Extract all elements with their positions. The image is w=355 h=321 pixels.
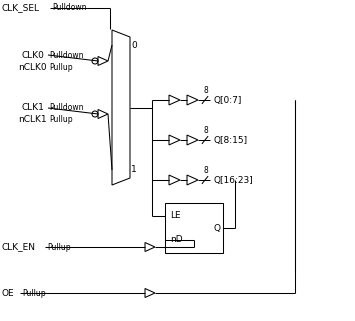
Text: 8: 8 xyxy=(204,166,208,175)
Text: 8: 8 xyxy=(204,126,208,135)
Text: Pullup: Pullup xyxy=(47,242,71,251)
Text: Pulldown: Pulldown xyxy=(49,103,83,112)
Text: Pulldown: Pulldown xyxy=(49,50,83,59)
Text: Pullup: Pullup xyxy=(22,289,46,298)
Text: 1: 1 xyxy=(131,166,137,175)
Text: nD: nD xyxy=(170,236,182,245)
Text: nCLK0: nCLK0 xyxy=(18,63,47,72)
Text: Q[0:7]: Q[0:7] xyxy=(213,96,241,105)
Text: Pulldown: Pulldown xyxy=(52,4,87,13)
Text: Q: Q xyxy=(213,223,220,232)
Text: Q[8:15]: Q[8:15] xyxy=(213,135,247,144)
Text: Pullup: Pullup xyxy=(49,116,73,125)
Text: CLK_EN: CLK_EN xyxy=(2,242,36,251)
Text: CLK0: CLK0 xyxy=(22,50,45,59)
Text: CLK1: CLK1 xyxy=(22,103,45,112)
Text: Q[16:23]: Q[16:23] xyxy=(213,176,253,185)
Text: 0: 0 xyxy=(131,40,137,49)
Text: OE: OE xyxy=(2,289,15,298)
Text: nCLK1: nCLK1 xyxy=(18,116,47,125)
Bar xyxy=(165,203,223,253)
Text: Pullup: Pullup xyxy=(49,63,73,72)
Text: CLK_SEL: CLK_SEL xyxy=(2,4,40,13)
Text: 8: 8 xyxy=(204,86,208,95)
Text: LE: LE xyxy=(170,212,181,221)
